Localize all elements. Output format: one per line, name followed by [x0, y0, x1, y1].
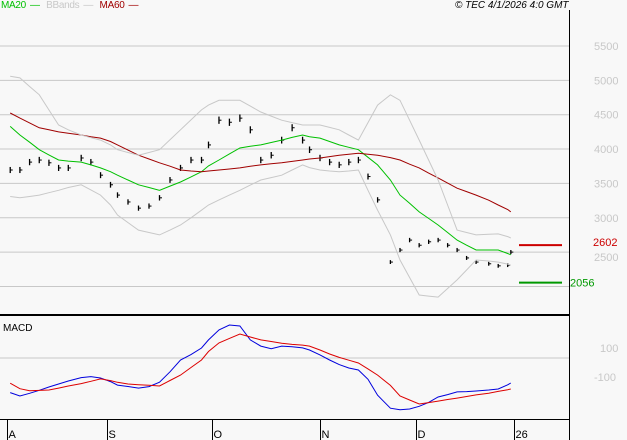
price-bar [239, 114, 243, 122]
price-bar [427, 239, 432, 244]
price-bar [437, 237, 441, 243]
y-tick-label: 4000 [594, 144, 618, 156]
legend-bbands: BBands — [46, 0, 94, 11]
legend-ma20-label: MA20 [1, 0, 26, 11]
price-bar [228, 118, 232, 126]
price-bar [99, 172, 104, 179]
price-bar [328, 158, 333, 166]
price-bar [67, 164, 71, 172]
price-bar [348, 158, 352, 166]
y-tick-label: 4500 [594, 110, 618, 122]
price-bar [389, 260, 393, 265]
y-tick-label: 5500 [594, 41, 618, 53]
price-bar [488, 261, 492, 266]
price-bar [19, 166, 23, 174]
macd-title: MACD [3, 323, 32, 334]
macd-line [10, 324, 512, 411]
legend-bbands-label: BBands [46, 0, 80, 11]
price-bar [399, 247, 403, 253]
price-bar [137, 205, 141, 211]
x-tick-label: D [418, 429, 426, 440]
price-bar [446, 243, 451, 248]
price-bar [80, 154, 84, 162]
price-bar [38, 156, 42, 164]
price-bar [291, 124, 295, 132]
price-bar [456, 247, 460, 253]
price-bar [418, 243, 422, 248]
price-bar [308, 146, 313, 154]
x-tick-label: A [9, 429, 17, 440]
price-bar [9, 166, 13, 174]
price-bar [408, 237, 413, 243]
price-bar [218, 116, 222, 124]
price-bar [338, 161, 342, 168]
marker-label: 2056 [570, 278, 594, 290]
price-bar [357, 156, 361, 164]
signal-line [9, 333, 511, 405]
legend-ma60-label: MA60 [99, 0, 125, 11]
price-bar [200, 156, 204, 164]
price-bar [158, 195, 162, 201]
price-bar [28, 158, 33, 166]
legend-ma20: MA20— [1, 0, 40, 11]
price-bar [190, 156, 194, 164]
marker-label: 2602 [593, 237, 617, 249]
macd-y-tick-label: 100 [600, 343, 618, 355]
price-bar [109, 181, 113, 188]
price-bar [475, 260, 479, 265]
price-bar [207, 141, 211, 149]
price-bar [510, 250, 514, 255]
price-bar [169, 177, 173, 183]
copyright: © TEC 4/1/2026 4:0 GMT [455, 0, 569, 11]
price-bar [127, 199, 131, 205]
price-bar [148, 203, 152, 209]
x-tick-label: S [109, 429, 116, 440]
price-bar [497, 263, 501, 268]
y-tick-label: 3000 [594, 213, 618, 225]
price-bar [116, 192, 120, 198]
ma60-line [9, 112, 512, 213]
price-bar [270, 152, 274, 159]
x-tick-label: O [214, 429, 223, 440]
price-bar [376, 197, 381, 203]
macd-y-tick-label: -100 [594, 372, 616, 384]
bbands-line [10, 75, 512, 239]
y-tick-label: 5000 [594, 75, 618, 87]
ma20-line [9, 126, 511, 256]
y-tick-label: 2500 [594, 252, 618, 264]
price-bar [465, 255, 470, 260]
y-tick-label: 3500 [594, 178, 618, 190]
bbands-line-lower [10, 164, 511, 298]
price-bar [301, 136, 306, 144]
legend-ma60: MA60— [99, 0, 139, 11]
x-tick-label: 26 [516, 429, 528, 440]
price-bar [260, 156, 264, 164]
x-tick-label: N [322, 429, 330, 440]
price-bar [90, 158, 94, 166]
price-bar [249, 126, 253, 134]
price-bar [57, 164, 62, 172]
price-bar [367, 173, 371, 180]
price-bar [48, 159, 52, 166]
legend: MA20— BBands — MA60— [1, 0, 142, 11]
